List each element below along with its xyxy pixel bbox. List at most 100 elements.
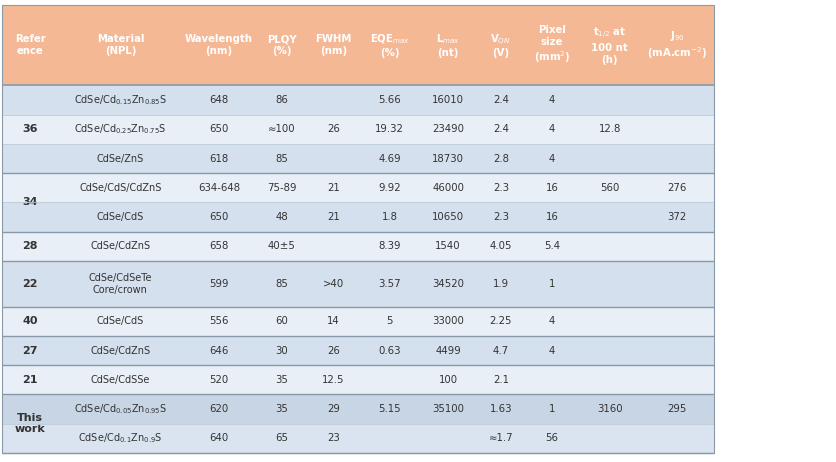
Text: 3.57: 3.57 bbox=[378, 279, 401, 289]
Text: Pixel
size
(mm$^2$): Pixel size (mm$^2$) bbox=[534, 24, 570, 66]
Text: 2.1: 2.1 bbox=[492, 375, 509, 385]
Text: 4.05: 4.05 bbox=[490, 241, 512, 251]
Text: 8.39: 8.39 bbox=[379, 241, 400, 251]
Bar bbox=[2, 173, 714, 202]
Text: CdSe/Cd$_{0.25}$Zn$_{0.75}$S: CdSe/Cd$_{0.25}$Zn$_{0.75}$S bbox=[74, 122, 166, 136]
Bar bbox=[2, 144, 714, 173]
Text: 4: 4 bbox=[549, 95, 555, 105]
Text: 18730: 18730 bbox=[432, 153, 464, 164]
Text: ≈100: ≈100 bbox=[268, 124, 296, 134]
Text: 295: 295 bbox=[667, 404, 687, 414]
Text: 618: 618 bbox=[209, 153, 229, 164]
Text: 30: 30 bbox=[275, 346, 288, 356]
Text: CdSe/CdS/CdZnS: CdSe/CdS/CdZnS bbox=[79, 182, 161, 193]
Text: Wavelength
(nm): Wavelength (nm) bbox=[185, 34, 253, 56]
Text: V$_{ON}$
(V): V$_{ON}$ (V) bbox=[491, 32, 511, 58]
Text: 634-648: 634-648 bbox=[198, 182, 240, 193]
Text: Refer
ence: Refer ence bbox=[15, 34, 45, 56]
Text: CdSe/CdZnS: CdSe/CdZnS bbox=[90, 346, 150, 356]
Bar bbox=[2, 261, 714, 307]
Text: 658: 658 bbox=[209, 241, 229, 251]
Text: 372: 372 bbox=[667, 212, 687, 222]
Text: 85: 85 bbox=[275, 279, 288, 289]
Text: CdSe/CdS: CdSe/CdS bbox=[97, 212, 144, 222]
Text: 12.8: 12.8 bbox=[599, 124, 621, 134]
Text: 23: 23 bbox=[327, 433, 340, 443]
Text: L$_{max}$
(nt): L$_{max}$ (nt) bbox=[436, 32, 460, 58]
Text: 646: 646 bbox=[209, 346, 229, 356]
Text: 23490: 23490 bbox=[432, 124, 464, 134]
Text: CdSe/Cd$_{0.1}$Zn$_{0.9}$S: CdSe/Cd$_{0.1}$Zn$_{0.9}$S bbox=[78, 431, 163, 445]
Text: 27: 27 bbox=[23, 346, 38, 356]
Text: 26: 26 bbox=[327, 124, 340, 134]
Text: 4: 4 bbox=[549, 316, 555, 326]
Text: 1540: 1540 bbox=[436, 241, 461, 251]
Text: 21: 21 bbox=[23, 375, 38, 385]
Text: 14: 14 bbox=[327, 316, 340, 326]
Bar bbox=[2, 85, 714, 115]
Text: 10650: 10650 bbox=[432, 212, 464, 222]
Text: 46000: 46000 bbox=[432, 182, 464, 193]
Bar bbox=[2, 424, 714, 453]
Text: 34520: 34520 bbox=[432, 279, 464, 289]
Text: >40: >40 bbox=[323, 279, 344, 289]
Text: 16: 16 bbox=[546, 212, 558, 222]
Text: 276: 276 bbox=[667, 182, 687, 193]
Bar bbox=[2, 231, 714, 261]
Text: 56: 56 bbox=[546, 433, 558, 443]
Text: 12.5: 12.5 bbox=[323, 375, 344, 385]
Text: 1: 1 bbox=[549, 404, 555, 414]
Text: 19.32: 19.32 bbox=[375, 124, 404, 134]
Text: 650: 650 bbox=[209, 124, 229, 134]
Text: 35100: 35100 bbox=[432, 404, 464, 414]
Text: CdSe/ZnS: CdSe/ZnS bbox=[97, 153, 144, 164]
Text: 5: 5 bbox=[386, 316, 393, 326]
Text: 60: 60 bbox=[275, 316, 288, 326]
Text: CdSe/Cd$_{0.15}$Zn$_{0.85}$S: CdSe/Cd$_{0.15}$Zn$_{0.85}$S bbox=[74, 93, 167, 107]
Text: This
work: This work bbox=[15, 413, 45, 434]
Text: 16: 16 bbox=[546, 182, 558, 193]
Text: 1.63: 1.63 bbox=[490, 404, 512, 414]
Text: 650: 650 bbox=[209, 212, 229, 222]
Text: 640: 640 bbox=[209, 433, 229, 443]
Text: 9.92: 9.92 bbox=[378, 182, 401, 193]
Text: 33000: 33000 bbox=[432, 316, 464, 326]
Text: CdSe/CdS: CdSe/CdS bbox=[97, 316, 144, 326]
Bar bbox=[2, 202, 714, 231]
Text: J$_{90}$
(mA.cm$^{-2}$): J$_{90}$ (mA.cm$^{-2}$) bbox=[647, 29, 707, 61]
Bar bbox=[2, 5, 714, 453]
Text: 5.4: 5.4 bbox=[544, 241, 560, 251]
Text: 648: 648 bbox=[209, 95, 229, 105]
Text: PLQY
(%): PLQY (%) bbox=[267, 34, 297, 56]
Text: 2.3: 2.3 bbox=[492, 212, 509, 222]
Text: 35: 35 bbox=[275, 404, 288, 414]
Bar bbox=[2, 336, 714, 365]
Text: 0.63: 0.63 bbox=[379, 346, 400, 356]
Text: 2.8: 2.8 bbox=[492, 153, 509, 164]
Text: 3160: 3160 bbox=[597, 404, 623, 414]
Text: 5.15: 5.15 bbox=[378, 404, 401, 414]
Text: 100: 100 bbox=[439, 375, 457, 385]
Text: 560: 560 bbox=[600, 182, 619, 193]
Text: ≈1.7: ≈1.7 bbox=[488, 433, 513, 443]
Text: 1.9: 1.9 bbox=[492, 279, 509, 289]
Text: 1: 1 bbox=[549, 279, 555, 289]
Text: EQE$_{max}$
(%): EQE$_{max}$ (%) bbox=[370, 32, 410, 58]
Text: 2.4: 2.4 bbox=[492, 95, 509, 105]
Text: 34: 34 bbox=[23, 197, 38, 207]
Text: 599: 599 bbox=[209, 279, 229, 289]
Text: 35: 35 bbox=[275, 375, 288, 385]
Text: 4: 4 bbox=[549, 346, 555, 356]
Text: 21: 21 bbox=[327, 182, 340, 193]
Text: CdSe/Cd$_{0.05}$Zn$_{0.95}$S: CdSe/Cd$_{0.05}$Zn$_{0.95}$S bbox=[74, 402, 167, 416]
Text: 65: 65 bbox=[275, 433, 288, 443]
Text: 22: 22 bbox=[23, 279, 38, 289]
Text: 1.8: 1.8 bbox=[381, 212, 398, 222]
Bar bbox=[2, 307, 714, 336]
Text: Material
(NPL): Material (NPL) bbox=[97, 34, 144, 56]
Text: CdSe/CdZnS: CdSe/CdZnS bbox=[90, 241, 150, 251]
Text: 4.7: 4.7 bbox=[492, 346, 509, 356]
Text: 2.4: 2.4 bbox=[492, 124, 509, 134]
Text: 26: 26 bbox=[327, 346, 340, 356]
Text: CdSe/CdSSe: CdSe/CdSSe bbox=[90, 375, 150, 385]
